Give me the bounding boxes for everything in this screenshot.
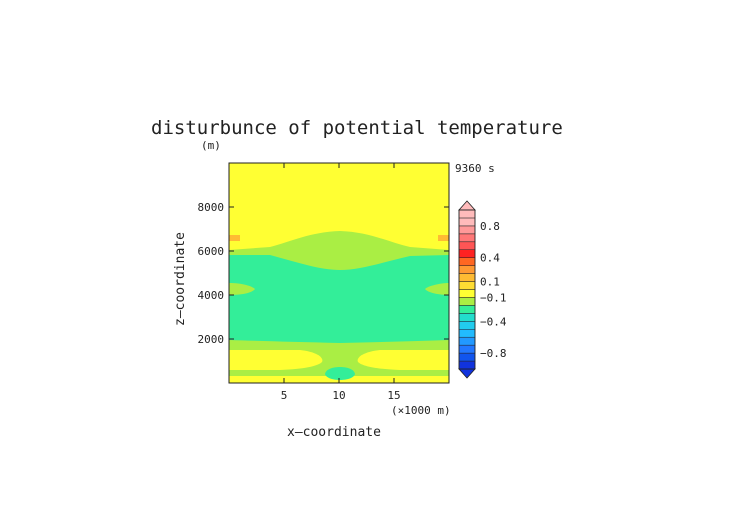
edge-patch-right xyxy=(438,235,449,241)
colorbar-segment xyxy=(458,336,476,346)
x-tick-label: 15 xyxy=(387,389,400,402)
y-tick-label: 4000 xyxy=(198,289,225,302)
x-tick-label: 5 xyxy=(281,389,288,402)
colorbar-segment xyxy=(458,281,476,290)
colorbar-top-arrow xyxy=(458,200,476,211)
colorbar-segment xyxy=(458,241,476,251)
colorbar-segment xyxy=(458,313,476,322)
colorbar-segment xyxy=(458,257,476,266)
colorbar-segment xyxy=(458,289,476,298)
y-unit-label: (m) xyxy=(201,139,221,152)
colorbar-segment xyxy=(458,225,476,235)
colorbar-segment xyxy=(458,233,476,243)
x-axis-label: x—coordinate xyxy=(287,425,381,440)
time-label: 9360 s xyxy=(455,162,495,175)
cold-layer xyxy=(229,255,449,343)
colorbar-tick-label: 0.1 xyxy=(480,276,500,289)
colorbar-tick-label: −0.8 xyxy=(480,347,507,360)
y-tick-label: 2000 xyxy=(198,333,225,346)
colorbar-segment xyxy=(458,249,476,258)
x-tick-label: 10 xyxy=(332,389,345,402)
plot-area: 5 10 15 2000 4000 6000 8000 xyxy=(198,162,450,402)
colorbar-segment xyxy=(458,344,476,354)
colorbar-bottom-arrow xyxy=(458,368,476,379)
colorbar-tick-label: −0.1 xyxy=(480,291,507,304)
colorbar-segment xyxy=(458,329,476,338)
y-axis: 2000 4000 6000 8000 xyxy=(198,201,449,346)
colorbar: 0.8 0.4 0.1 −0.1 −0.4 −0.8 xyxy=(458,200,507,379)
y-tick-label: 6000 xyxy=(198,245,225,258)
x-unit-label: (×1000 m) xyxy=(391,404,451,417)
cold-pocket-bottom xyxy=(325,367,355,380)
lower-yellow-lobe-right xyxy=(357,350,449,370)
x-axis: 5 10 15 xyxy=(281,163,401,402)
colorbar-segment xyxy=(458,321,476,330)
colorbar-frame xyxy=(458,209,476,370)
colorbar-segment xyxy=(458,273,476,282)
colorbar-segment xyxy=(458,352,476,362)
colorbar-segment xyxy=(458,360,476,370)
colorbar-segment xyxy=(458,265,476,274)
colorbar-segment xyxy=(458,217,476,227)
lower-yellow-lobe-left xyxy=(229,350,323,370)
chart-title: disturbunce of potential temperature xyxy=(151,117,563,139)
colorbar-tick-label: 0.8 xyxy=(480,220,500,233)
colorbar-segment xyxy=(458,297,476,306)
y-axis-label: z—coordinate xyxy=(173,232,188,326)
colorbar-tick-label: −0.4 xyxy=(480,315,507,328)
colorbar-tick-label: 0.4 xyxy=(480,252,500,265)
colorbar-segment xyxy=(458,209,476,219)
colorbar-segment xyxy=(458,305,476,314)
y-tick-label: 8000 xyxy=(198,201,225,214)
edge-patch-left xyxy=(229,235,240,241)
